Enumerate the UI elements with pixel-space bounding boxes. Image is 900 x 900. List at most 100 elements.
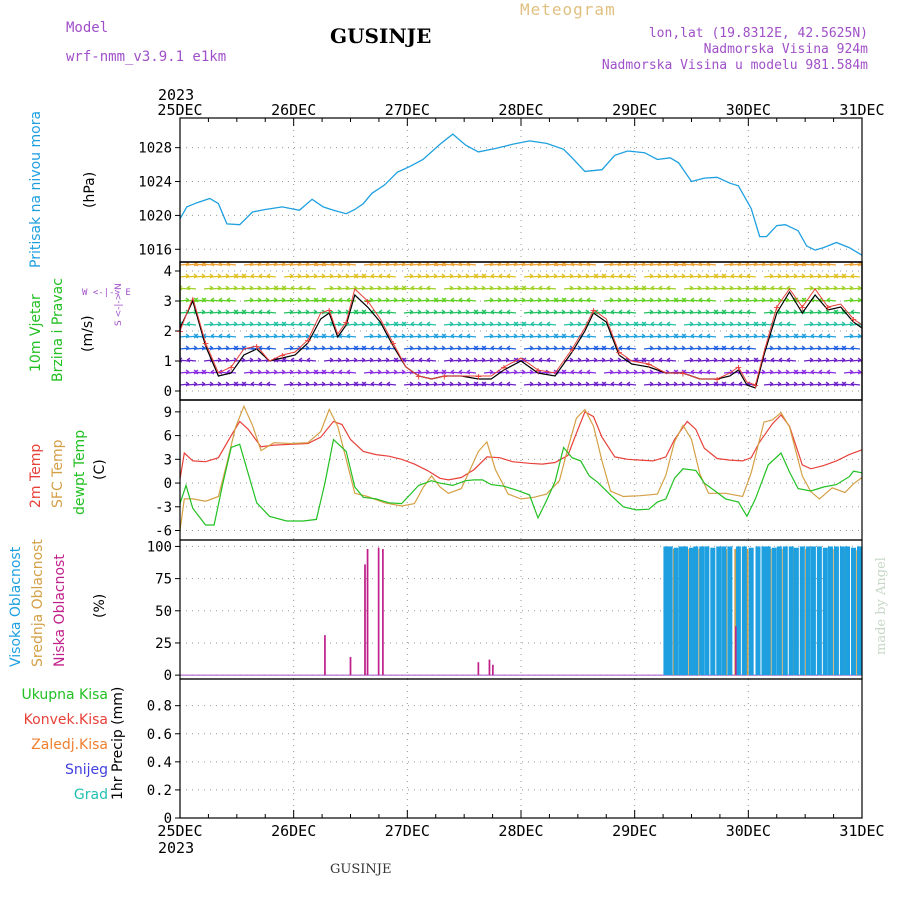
- wind-arrow: [826, 297, 837, 303]
- x-tick-label-bottom: 25DEC: [157, 822, 202, 840]
- wind-arrow: [794, 333, 805, 339]
- wind-arrow: [603, 297, 614, 303]
- cloud-bar: [689, 547, 694, 676]
- wind-arrow: [683, 285, 694, 291]
- wind-arrow: [579, 357, 590, 363]
- wind-arrow: [771, 333, 782, 339]
- wind-arrow: [475, 357, 486, 363]
- wind-arrow: [355, 321, 366, 327]
- wind-arrow: [371, 297, 382, 303]
- wind-arrow: [467, 357, 478, 363]
- wind-arrow: [587, 321, 598, 327]
- wind-arrow: [411, 297, 422, 303]
- wind-arrow: [634, 321, 645, 327]
- wind-arrow: [786, 321, 797, 327]
- wind-arrow: [842, 381, 853, 387]
- wind-arrow: [579, 309, 590, 315]
- wind-arrow: [395, 369, 406, 375]
- wind-arrow: [522, 321, 533, 327]
- wind-arrow: [539, 333, 550, 339]
- wind-gust-marker: +: [752, 379, 759, 392]
- wind-arrow: [362, 345, 373, 351]
- cloud-bar: [699, 546, 705, 676]
- wind-arrow: [387, 297, 398, 303]
- y-tick-label: 75: [155, 572, 172, 588]
- y-tick-label: 1: [164, 354, 172, 370]
- wind-arrow: [315, 381, 326, 387]
- wind-arrow: [683, 273, 694, 279]
- wind-arrow: [419, 333, 430, 339]
- y-tick-label: 0: [164, 668, 172, 684]
- y-tick-label: 3: [164, 294, 172, 310]
- cloud-bar-low: [366, 549, 369, 676]
- wind-arrow: [579, 285, 590, 291]
- wind-arrow: [523, 297, 534, 303]
- year-label-top: 2023: [158, 86, 194, 104]
- wind-arrow: [627, 297, 638, 303]
- wind-arrow: [258, 345, 269, 351]
- wind-arrow: [595, 357, 606, 363]
- cloud-bar: [827, 546, 833, 676]
- wind-arrow: [403, 345, 414, 351]
- wind-gust-marker: +: [850, 313, 857, 326]
- wind-arrow: [515, 333, 526, 339]
- wind-arrow: [363, 285, 374, 291]
- wind-arrow: [763, 273, 774, 279]
- cloud-bar: [856, 546, 862, 676]
- wind-arrow: [539, 297, 550, 303]
- wind-arrow: [451, 381, 462, 387]
- wind-arrow: [571, 309, 582, 315]
- wind-arrow: [795, 345, 806, 351]
- y-tick-label: -6: [155, 524, 172, 540]
- wind-arrow: [714, 309, 725, 315]
- wind-arrow: [595, 321, 606, 327]
- wind-arrow: [523, 309, 534, 315]
- wind-arrow: [323, 273, 334, 279]
- wind-arrow: [482, 381, 493, 387]
- wind-arrow: [291, 297, 302, 303]
- wind-arrow: [235, 285, 246, 291]
- wind-arrow: [707, 357, 718, 363]
- wind-arrow: [266, 309, 277, 315]
- wind-label-1: 10m Vjetar: [28, 294, 44, 372]
- wind-arrow: [570, 369, 581, 375]
- wind-arrow: [339, 309, 350, 315]
- cloud-low-label: Niska Oblacnost: [52, 554, 68, 667]
- wind-arrow: [515, 369, 526, 375]
- wind-arrow: [331, 381, 342, 387]
- wind-arrow: [186, 357, 197, 363]
- wind-arrow: [482, 273, 493, 279]
- wind-arrow: [242, 273, 253, 279]
- y-tick-label: 25: [155, 636, 172, 652]
- wind-arrow: [659, 297, 670, 303]
- cloud-high-label: Visoka Oblacnost: [8, 546, 24, 667]
- wind-arrow: [322, 369, 333, 375]
- wind-arrow: [723, 357, 734, 363]
- footer-station: GUSINJE: [330, 862, 392, 877]
- wind-arrow: [843, 357, 854, 363]
- cloud-bar: [748, 547, 754, 676]
- wind-arrow: [491, 285, 502, 291]
- wind-arrow: [795, 381, 806, 387]
- wind-arrow: [403, 309, 414, 315]
- wind-arrow: [378, 309, 389, 315]
- wind-arrow: [507, 297, 518, 303]
- wind-arrow: [323, 285, 334, 291]
- wind-arrow: [443, 357, 454, 363]
- wind-arrow: [547, 345, 558, 351]
- wind-arrow: [195, 381, 206, 387]
- wind-arrow: [619, 297, 630, 303]
- x-tick-label-top: 31DEC: [839, 101, 884, 119]
- wind-arrow: [435, 309, 446, 315]
- wind-arrow: [562, 333, 573, 339]
- wind-arrow: [778, 357, 789, 363]
- wind-arrow: [458, 333, 469, 339]
- wind-arrow: [787, 309, 798, 315]
- wind-arrow: [395, 297, 406, 303]
- wind-arrow: [571, 273, 582, 279]
- wind-arrow: [370, 273, 381, 279]
- wind-arrow: [666, 357, 677, 363]
- wind-arrow: [451, 273, 462, 279]
- wind-arrow: [274, 321, 285, 327]
- wind-arrow: [235, 321, 246, 327]
